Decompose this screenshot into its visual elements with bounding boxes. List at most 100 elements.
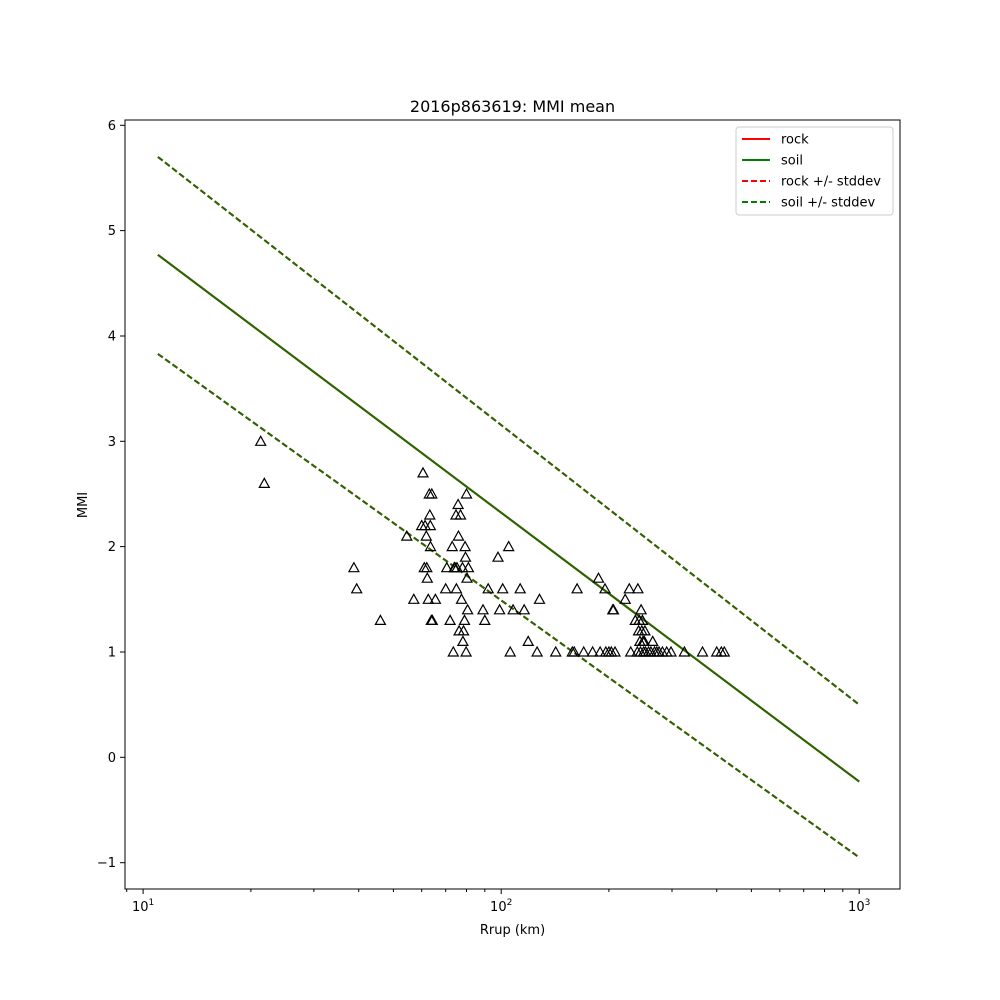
legend-label: rock +/- stddev [781,175,881,190]
data-point [457,624,470,636]
data-point [447,645,460,657]
y-tick-label: 5 [108,224,116,239]
data-point [678,645,691,657]
data-point [422,593,435,604]
data-point [507,603,520,615]
x-axis: 101 102 103 [126,889,870,915]
y-tick-label: 6 [108,119,116,134]
data-point [531,645,544,657]
data-point [571,582,584,594]
legend-label: rock [781,133,809,148]
data-point [518,603,531,615]
data-point [482,582,495,594]
data-point [631,582,644,594]
x-tick-label: 102 [490,898,512,915]
data-point [421,571,434,583]
data-point [460,571,474,583]
data-point [462,561,475,573]
y-tick-label: 3 [108,435,116,450]
data-point [496,582,509,594]
data-point [664,645,678,657]
data-point [374,614,387,626]
data-point [461,603,474,615]
data-point [454,508,467,520]
data-point [452,529,465,541]
data-point [636,614,649,626]
data-point [456,635,469,647]
data-point [420,561,433,573]
y-tick-label: −1 [97,856,116,871]
data-point [624,645,637,657]
legend-label: soil [781,154,803,169]
data-point [452,498,465,510]
legend-box [735,126,894,216]
data-point [638,624,651,636]
data-point [646,635,659,647]
data-point [522,635,535,647]
series-line-1 [157,254,860,783]
data-point [429,593,442,604]
x-axis-label: Rrup (km) [480,923,545,938]
data-point [440,561,453,573]
y-tick-label: 1 [108,646,116,661]
data-point [455,593,468,604]
data-point [586,645,599,657]
data-point [459,550,472,562]
data-point [456,561,469,573]
chart-title: 2016p863619: MMI mean [410,97,615,116]
y-tick-label: 0 [108,751,116,766]
data-point [478,614,491,626]
data-point [424,519,437,531]
data-point [608,645,622,657]
data-point [460,645,473,657]
data-point [350,582,363,594]
data-point [623,582,636,594]
plot-frame [124,119,901,890]
data-point [696,645,709,657]
data-point [491,550,505,562]
x-tick-label: 101 [132,898,154,915]
y-tick-label: 4 [108,330,116,345]
data-point [425,487,438,499]
data-point [444,614,457,626]
data-point [594,645,607,657]
data-point [407,593,420,604]
data-point [460,487,473,499]
x-tick-label: 103 [848,898,870,915]
data-point [493,603,506,615]
data-point [568,645,581,657]
data-point [423,508,436,520]
y-axis-label: MMI [76,492,91,518]
data-point [446,540,459,552]
data-point [598,582,612,594]
data-point [450,582,463,594]
legend-label: soil +/- stddev [781,196,876,211]
data-point [502,540,515,552]
data-point [424,540,437,552]
data-point [514,582,527,594]
data-point [347,561,360,573]
data-point [638,635,651,647]
data-point [400,529,413,541]
data-point [439,582,452,594]
data-point [607,603,620,615]
data-point [718,645,731,657]
data-point [458,614,471,626]
data-point [254,435,267,446]
legend: rock soil rock +/- stddev soil +/- stddev [735,126,894,216]
series-line-4 [157,156,860,706]
y-axis: −1 0 1 2 3 4 5 6 [97,119,125,871]
data-point [504,645,517,657]
data-point [577,645,590,657]
data-point [459,540,472,552]
data-point [476,603,490,615]
data-point [533,593,546,604]
data-point [635,603,648,615]
data-point [592,571,605,583]
data-point [420,529,433,541]
data-point [416,466,430,478]
y-tick-label: 2 [108,540,116,555]
data-point [426,614,439,626]
data-point [549,645,562,657]
